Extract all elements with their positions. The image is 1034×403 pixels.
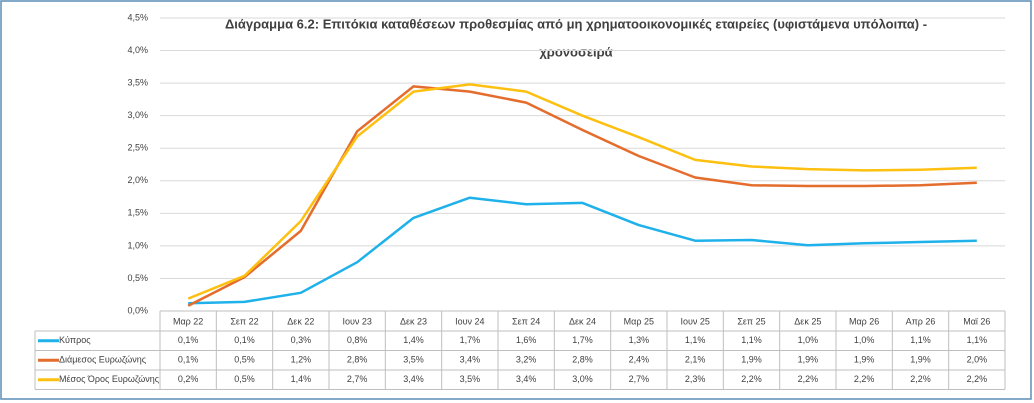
table-value: 0,3% xyxy=(291,335,312,345)
table-value: 0,8% xyxy=(347,335,368,345)
table-value: 1,1% xyxy=(967,335,988,345)
x-tick-label: Δεκ 23 xyxy=(400,316,427,326)
y-tick-label: 3,5% xyxy=(127,77,148,87)
table-value: 1,0% xyxy=(798,335,819,345)
table-value: 2,2% xyxy=(854,374,875,384)
table-value: 2,8% xyxy=(572,355,593,365)
table-value: 1,2% xyxy=(291,355,312,365)
x-tick-label: Σεπ 22 xyxy=(230,316,258,326)
x-tick-label: Δεκ 22 xyxy=(287,316,314,326)
table-value: 2,0% xyxy=(967,355,988,365)
y-tick-label: 0,5% xyxy=(127,273,148,283)
table-value: 1,9% xyxy=(854,355,875,365)
series-line xyxy=(188,196,977,305)
table-value: 2,2% xyxy=(798,374,819,384)
x-tick-label: Δεκ 24 xyxy=(569,316,596,326)
x-tick-label: Ιουν 23 xyxy=(342,316,371,326)
table-value: 3,0% xyxy=(572,374,593,384)
table-value: 0,1% xyxy=(178,335,199,345)
y-tick-label: 4,0% xyxy=(127,45,148,55)
table-value: 1,1% xyxy=(910,335,931,345)
table-value: 2,2% xyxy=(741,374,762,384)
table-value: 1,0% xyxy=(854,335,875,345)
x-tick-label: Απρ 26 xyxy=(906,316,936,326)
table-value: 1,6% xyxy=(516,335,537,345)
y-tick-label: 1,5% xyxy=(127,208,148,218)
y-tick-label: 1,0% xyxy=(127,240,148,250)
table-value: 1,9% xyxy=(798,355,819,365)
table-value: 0,1% xyxy=(178,355,199,365)
x-tick-label: Μαρ 22 xyxy=(173,316,203,326)
x-tick-label: Δεκ 25 xyxy=(794,316,821,326)
y-tick-label: 2,5% xyxy=(127,143,148,153)
table-value: 3,4% xyxy=(403,374,424,384)
series-line xyxy=(187,83,977,300)
table-value: 3,2% xyxy=(516,355,537,365)
table-value: 1,9% xyxy=(741,355,762,365)
x-tick-label: Μαρ 26 xyxy=(849,316,879,326)
x-tick-label: Σεπ 25 xyxy=(737,316,765,326)
y-tick-label: 2,0% xyxy=(127,175,148,185)
table-value: 0,5% xyxy=(234,374,255,384)
y-tick-label: 0,0% xyxy=(127,305,148,315)
legend-label: Διάμεσος Ευρωζώνης xyxy=(59,355,147,365)
x-tick-label: Μαϊ 26 xyxy=(963,316,990,326)
y-tick-label: 4,5% xyxy=(127,12,148,22)
table-value: 1,1% xyxy=(741,335,762,345)
x-tick-label: Σεπ 24 xyxy=(512,316,540,326)
table-value: 1,7% xyxy=(460,335,481,345)
table-value: 2,8% xyxy=(347,355,368,365)
table-value: 2,7% xyxy=(629,374,650,384)
table-value: 1,3% xyxy=(629,335,650,345)
table-value: 2,2% xyxy=(967,374,988,384)
table-value: 2,2% xyxy=(910,374,931,384)
table-value: 0,2% xyxy=(178,374,199,384)
chart-title: Διάγραμμα 6.2: Επιτόκια καταθέσεων προθε… xyxy=(225,16,927,31)
series-line xyxy=(187,85,977,307)
table-value: 1,9% xyxy=(910,355,931,365)
x-tick-label: Ιουν 24 xyxy=(455,316,484,326)
table-value: 3,4% xyxy=(460,355,481,365)
table-value: 3,5% xyxy=(460,374,481,384)
table-value: 2,3% xyxy=(685,374,706,384)
x-tick-label: Μαρ 25 xyxy=(624,316,654,326)
table-value: 2,4% xyxy=(629,355,650,365)
legend-label: Μέσος Όρος Ευρωζώνης xyxy=(59,374,160,384)
x-tick-label: Ιουν 25 xyxy=(680,316,709,326)
table-value: 2,7% xyxy=(347,374,368,384)
table-value: 1,7% xyxy=(572,335,593,345)
legend-label: Κύπρος xyxy=(59,335,91,345)
table-value: 1,4% xyxy=(403,335,424,345)
table-value: 1,1% xyxy=(685,335,706,345)
table-value: 0,1% xyxy=(234,335,255,345)
y-tick-label: 3,0% xyxy=(127,110,148,120)
table-value: 3,4% xyxy=(516,374,537,384)
table-value: 0,5% xyxy=(234,355,255,365)
table-value: 3,5% xyxy=(403,355,424,365)
chart-title: χρονοσειρά xyxy=(539,44,612,59)
table-value: 2,1% xyxy=(685,355,706,365)
table-value: 1,4% xyxy=(291,374,312,384)
